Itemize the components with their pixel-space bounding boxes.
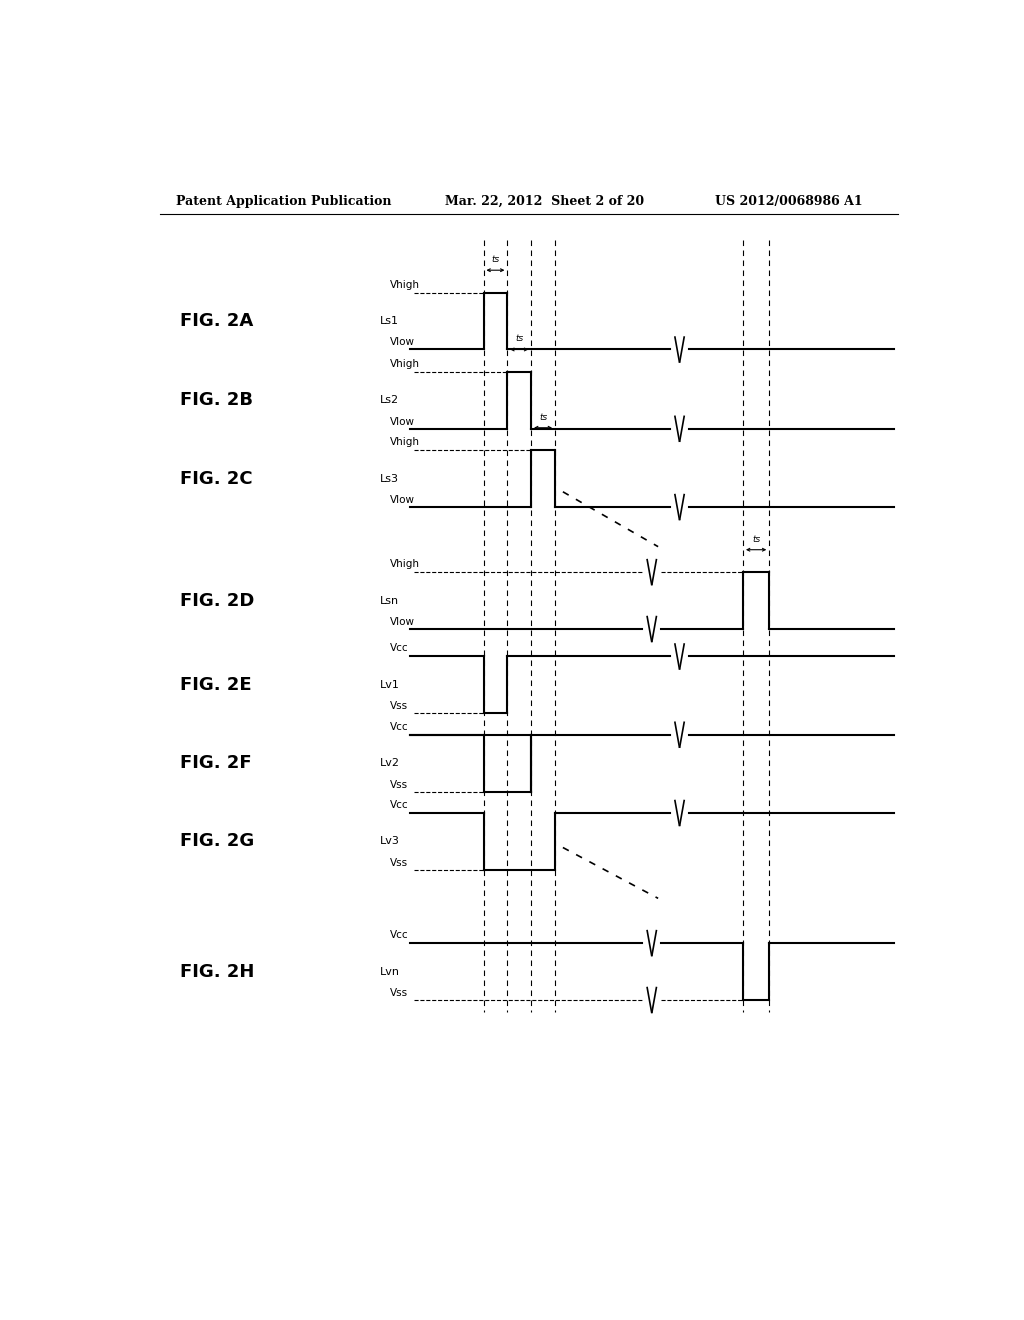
Text: Lv3: Lv3 <box>380 837 400 846</box>
Text: Lsn: Lsn <box>380 595 399 606</box>
Text: Vlow: Vlow <box>390 616 415 627</box>
Text: Vhigh: Vhigh <box>390 280 420 289</box>
Text: Vcc: Vcc <box>390 931 409 940</box>
Text: Vhigh: Vhigh <box>390 359 420 368</box>
Text: FIG. 2D: FIG. 2D <box>179 591 254 610</box>
Text: Vss: Vss <box>390 987 408 998</box>
Text: Mar. 22, 2012  Sheet 2 of 20: Mar. 22, 2012 Sheet 2 of 20 <box>445 194 644 207</box>
Text: FIG. 2B: FIG. 2B <box>179 391 253 409</box>
Text: Patent Application Publication: Patent Application Publication <box>176 194 391 207</box>
Text: Ls2: Ls2 <box>380 395 399 405</box>
Text: FIG. 2C: FIG. 2C <box>179 470 252 487</box>
Text: Lv2: Lv2 <box>380 758 400 768</box>
Text: ts: ts <box>515 334 523 343</box>
Text: Ls3: Ls3 <box>380 474 399 483</box>
Text: Lvn: Lvn <box>380 966 400 977</box>
Text: FIG. 2G: FIG. 2G <box>179 833 254 850</box>
Text: FIG. 2E: FIG. 2E <box>179 676 251 694</box>
Text: Vss: Vss <box>390 701 408 711</box>
Text: ts: ts <box>539 413 547 421</box>
Text: FIG. 2F: FIG. 2F <box>179 754 251 772</box>
Text: Vcc: Vcc <box>390 800 409 810</box>
Text: Vlow: Vlow <box>390 495 415 506</box>
Text: Ls1: Ls1 <box>380 315 399 326</box>
Text: Lv1: Lv1 <box>380 680 400 690</box>
Text: ts: ts <box>492 255 500 264</box>
Text: Vhigh: Vhigh <box>390 437 420 447</box>
Text: Vcc: Vcc <box>390 643 409 653</box>
Text: Vhigh: Vhigh <box>390 560 420 569</box>
Text: Vcc: Vcc <box>390 722 409 731</box>
Text: Vlow: Vlow <box>390 338 415 347</box>
Text: FIG. 2H: FIG. 2H <box>179 962 254 981</box>
Text: Vss: Vss <box>390 780 408 789</box>
Text: FIG. 2A: FIG. 2A <box>179 312 253 330</box>
Text: US 2012/0068986 A1: US 2012/0068986 A1 <box>715 194 863 207</box>
Text: Vss: Vss <box>390 858 408 867</box>
Text: ts: ts <box>752 535 760 544</box>
Text: Vlow: Vlow <box>390 417 415 426</box>
